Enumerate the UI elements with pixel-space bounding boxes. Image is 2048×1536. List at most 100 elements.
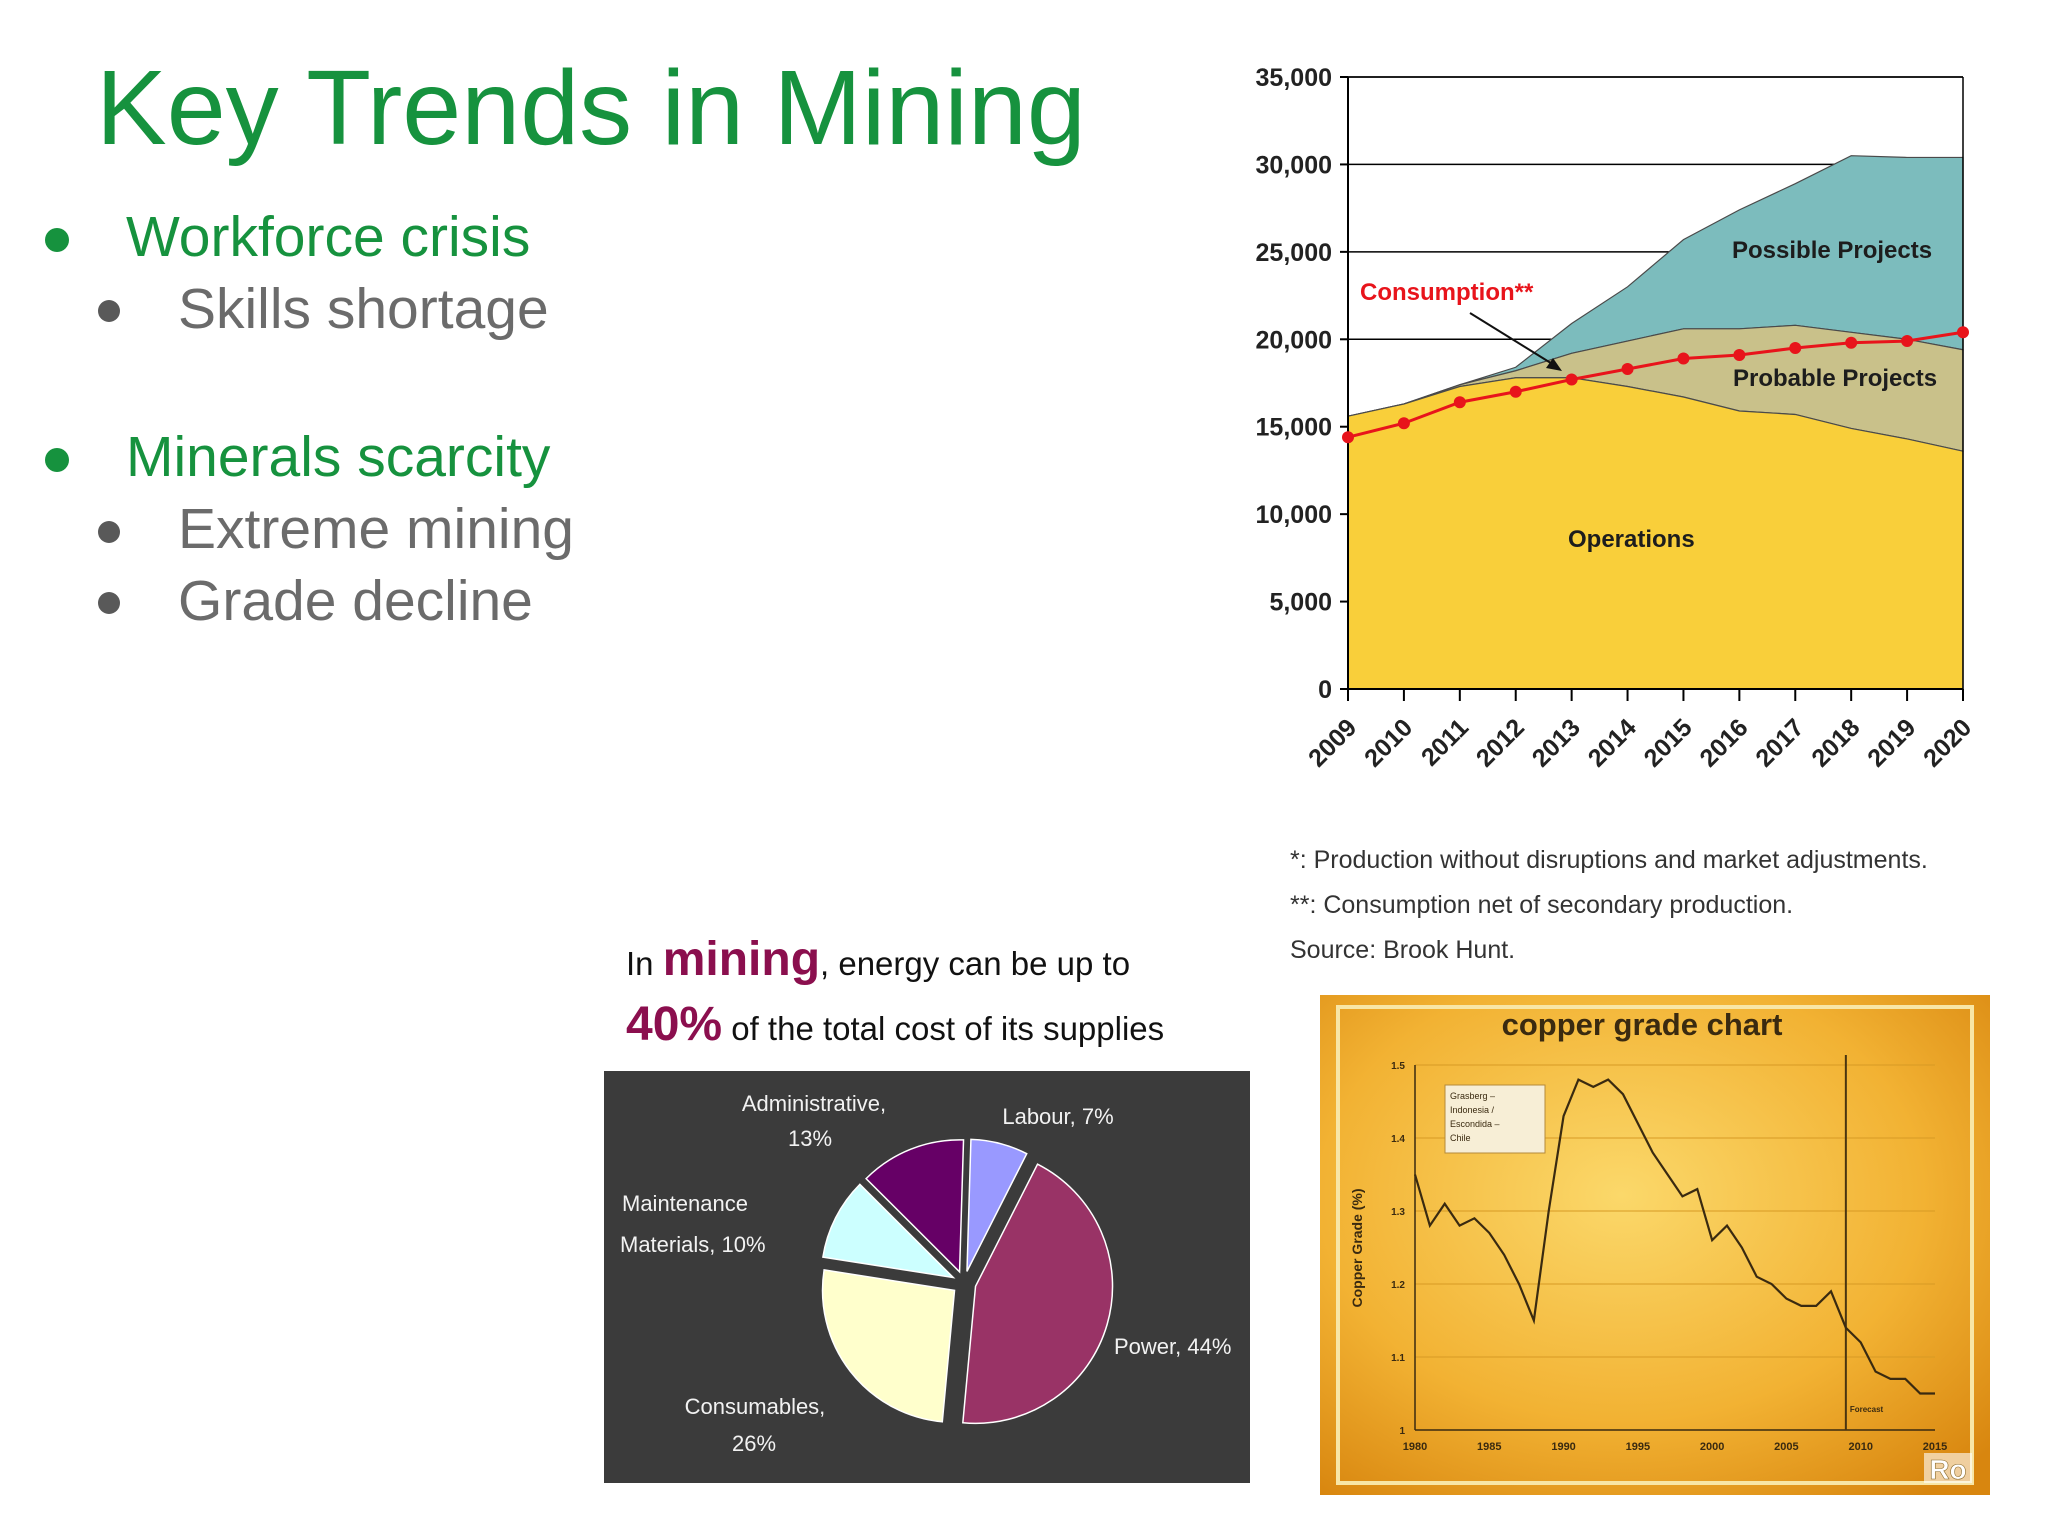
- forecast-label: Forecast: [1850, 1405, 1884, 1414]
- pie-label-consumables: Consumables,: [685, 1394, 826, 1419]
- bullet-dot: [98, 592, 120, 614]
- copper-y-tick-label: 1.5: [1391, 1061, 1405, 1072]
- label-possible-projects: Possible Projects: [1732, 237, 1932, 264]
- copper-y-tick-label: 1: [1399, 1426, 1405, 1437]
- copper-grade-panel: copper grade chart 1 1.1 1.2 1.3 1.4 1.5 1980 19…: [1320, 995, 1990, 1495]
- pie-slice: [822, 1183, 956, 1279]
- caption-rest-2: of the total cost of its supplies: [722, 1010, 1165, 1047]
- note-consumption: **: Consumption net of secondary product…: [1290, 891, 1794, 919]
- label-operations: Operations: [1568, 526, 1695, 553]
- energy-caption: In mining, energy can be up to 40% of th…: [626, 930, 1164, 1060]
- copper-y-tick-label: 1.4: [1391, 1134, 1405, 1145]
- note-source: Source: Brook Hunt.: [1290, 936, 1516, 964]
- bullet-minerals-scarcity: Minerals scarcity: [126, 425, 551, 489]
- copper-x-tick-label: 1985: [1477, 1441, 1501, 1453]
- x-tick-label: 2020: [1918, 713, 1977, 772]
- consumption-point: [1342, 431, 1354, 444]
- consumption-line: [1347, 330, 1964, 439]
- x-tick-label: 2010: [1359, 713, 1418, 772]
- copper-chart-title: copper grade chart: [1502, 1007, 1783, 1042]
- energy-cost-pie-panel: Administrative, 13% Labour, 7% Maintenance M…: [604, 1071, 1250, 1483]
- consumption-point: [1677, 352, 1690, 365]
- copper-x-tick-label: 2010: [1848, 1441, 1872, 1453]
- copper-legend-text: Grasberg –: [1450, 1091, 1495, 1101]
- copper-y-tick-label: 1.1: [1391, 1353, 1405, 1364]
- consumption-point: [1453, 396, 1466, 409]
- caption-mining-word: mining: [662, 933, 821, 986]
- caption-rest-1: , energy can be up to: [820, 945, 1131, 982]
- watermark-logo: Ro: [1929, 1454, 1966, 1485]
- y-tick-label: 35,000: [1256, 64, 1332, 92]
- pie-label-labour: Labour, 7%: [1002, 1104, 1113, 1129]
- bullet-dot: [98, 521, 120, 543]
- pie-label-maintenance: Materials, 10%: [620, 1232, 766, 1257]
- consumption-arrow-head: [1546, 358, 1562, 371]
- watermark-bg: [1924, 1453, 1972, 1483]
- pie-slice: [962, 1163, 1114, 1425]
- chart-notes: *: Production without disruptions and ma…: [1290, 838, 1928, 973]
- copper-y-axis-label: Copper Grade (%): [1349, 1188, 1365, 1307]
- consumption-point: [1621, 363, 1634, 376]
- copper-grade-chart: copper grade chart 1 1.1 1.2 1.3 1.4 1.5 1980 19…: [1320, 995, 1990, 1495]
- copper-x-tick-label: 1995: [1626, 1441, 1650, 1453]
- bullet-dot: [45, 448, 69, 472]
- y-tick-label: 25,000: [1256, 239, 1332, 267]
- bullet-grade-decline: Grade decline: [178, 569, 533, 633]
- pie-label-maintenance: Maintenance: [622, 1191, 748, 1216]
- x-tick-label: 2016: [1694, 713, 1753, 772]
- copper-legend-box: [1444, 1084, 1546, 1154]
- caption-in: In: [626, 945, 663, 982]
- bullet-dot: [98, 300, 120, 322]
- copper-grade-line: [1413, 1078, 1935, 1395]
- y-tick-label: 0: [1318, 676, 1332, 704]
- pie-label-administrative: Administrative,: [742, 1091, 886, 1116]
- bullet-extreme-mining: Extreme mining: [178, 497, 574, 561]
- consumption-point: [1789, 342, 1802, 355]
- copper-y-tick-label: 1.2: [1391, 1280, 1405, 1291]
- copper-y-tick-label: 1.3: [1391, 1207, 1405, 1218]
- copper-background: [1320, 995, 1990, 1495]
- consumption-point: [1565, 373, 1578, 386]
- consumption-point: [1901, 335, 1914, 348]
- copper-x-tick-label: 1980: [1403, 1441, 1427, 1453]
- consumption-arrow-line: [1469, 312, 1555, 366]
- copper-x-tick-label: 1990: [1551, 1441, 1575, 1453]
- copper-x-tick-label: 2015: [1923, 1441, 1947, 1453]
- copper-x-tick-label: 2000: [1700, 1441, 1724, 1453]
- y-tick-label: 20,000: [1256, 326, 1332, 354]
- supply-demand-area-chart: 0 5,000 10,000 15,000 20,000 25,000 30,000 35,0…: [1256, 64, 1978, 773]
- y-tick-label: 5,000: [1269, 589, 1332, 617]
- consumption-point: [1957, 326, 1969, 339]
- bullet-dot: [45, 228, 69, 252]
- copper-legend-text: Chile: [1450, 1133, 1471, 1143]
- x-tick-label: 2018: [1806, 713, 1865, 772]
- y-tick-label: 15,000: [1256, 414, 1332, 442]
- x-tick-label: 2015: [1639, 713, 1698, 772]
- x-tick-label: 2017: [1750, 713, 1809, 772]
- x-tick-label: 2012: [1471, 713, 1530, 772]
- slide-title: Key Trends in Mining: [96, 49, 1086, 167]
- bullet-skills-shortage: Skills shortage: [178, 277, 549, 341]
- pie-label-administrative: 13%: [788, 1126, 832, 1151]
- x-tick-label: 2019: [1862, 713, 1921, 772]
- energy-cost-pie-chart: Administrative, 13% Labour, 7% Maintenance M…: [620, 1091, 1231, 1456]
- caption-percentage: 40%: [626, 998, 723, 1051]
- label-consumption: Consumption**: [1360, 279, 1534, 306]
- copper-legend-text: Escondida –: [1450, 1119, 1500, 1129]
- pie-slice: [966, 1138, 1028, 1272]
- copper-x-tick-label: 2005: [1774, 1441, 1798, 1453]
- y-tick-label: 10,000: [1256, 501, 1332, 529]
- consumption-point: [1733, 349, 1746, 362]
- consumption-point: [1845, 336, 1858, 349]
- consumption-point: [1509, 385, 1522, 398]
- pie-slice: [865, 1139, 965, 1274]
- consumption-point: [1397, 417, 1410, 430]
- pie-slice: [821, 1269, 956, 1423]
- note-production: *: Production without disruptions and ma…: [1290, 846, 1928, 874]
- y-tick-label: 30,000: [1256, 151, 1332, 179]
- pie-label-power: Power, 44%: [1114, 1334, 1231, 1359]
- copper-legend-text: Indonesia /: [1450, 1105, 1495, 1115]
- x-tick-label: 2011: [1416, 713, 1474, 771]
- x-tick-label: 2013: [1527, 713, 1586, 772]
- copper-frame: [1336, 1005, 1974, 1485]
